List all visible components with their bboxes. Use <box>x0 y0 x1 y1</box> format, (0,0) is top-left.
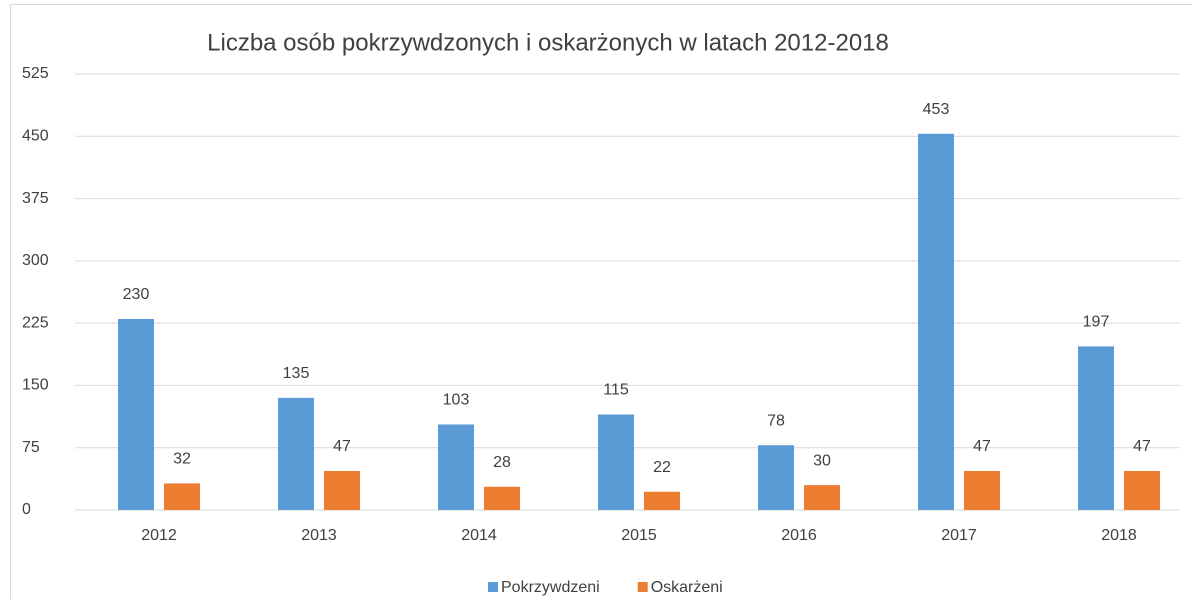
data-label: 78 <box>767 412 785 429</box>
x-tick-label: 2018 <box>1101 527 1137 544</box>
legend-label: Oskarżeni <box>651 579 723 596</box>
y-tick-label: 150 <box>22 377 49 394</box>
bar <box>1078 346 1114 510</box>
data-label: 47 <box>1133 438 1151 455</box>
x-tick-label: 2014 <box>461 527 497 544</box>
legend-label: Pokrzywdzeni <box>501 579 600 596</box>
bar <box>118 318 154 510</box>
bar <box>438 424 474 510</box>
bar <box>964 470 1000 510</box>
bar <box>164 483 200 510</box>
y-tick-label: 525 <box>22 65 49 82</box>
data-label: 47 <box>333 438 351 455</box>
data-label: 135 <box>283 365 310 382</box>
legend-swatch <box>488 582 498 592</box>
y-tick-label: 450 <box>22 128 49 145</box>
bar <box>598 414 634 510</box>
bar <box>644 491 680 510</box>
y-tick-label: 375 <box>22 190 49 207</box>
data-label: 47 <box>973 438 991 455</box>
y-tick-label: 0 <box>22 501 31 518</box>
y-tick-label: 75 <box>22 439 40 456</box>
data-label: 32 <box>173 451 191 468</box>
x-tick-label: 2013 <box>301 527 337 544</box>
data-label: 103 <box>443 392 470 409</box>
chart-title: Liczba osób pokrzywdzonych i oskarżonych… <box>207 29 889 56</box>
data-label: 30 <box>813 452 831 469</box>
bar <box>804 485 840 510</box>
bar <box>1124 470 1160 510</box>
y-tick-label: 225 <box>22 314 49 331</box>
bar <box>484 486 520 510</box>
x-tick-label: 2016 <box>781 527 817 544</box>
x-tick-label: 2015 <box>621 527 657 544</box>
data-label: 22 <box>653 459 671 476</box>
chart-border <box>10 4 1192 599</box>
bar <box>758 445 794 510</box>
y-tick-label: 300 <box>22 252 49 269</box>
x-tick-label: 2017 <box>941 527 977 544</box>
data-label: 453 <box>923 101 950 118</box>
data-label: 115 <box>603 382 629 399</box>
bar <box>324 470 360 510</box>
legend-swatch <box>637 582 648 592</box>
bar <box>278 397 314 510</box>
data-label: 28 <box>493 454 511 471</box>
x-tick-label: 2012 <box>141 527 177 544</box>
bar <box>918 133 954 510</box>
data-label: 197 <box>1083 314 1110 331</box>
data-label: 230 <box>123 286 150 303</box>
